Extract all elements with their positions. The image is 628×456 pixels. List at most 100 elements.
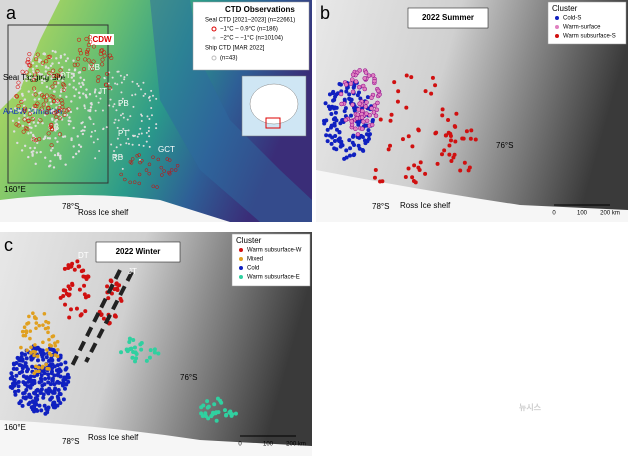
- observation-dot: [53, 405, 58, 410]
- observation-dot: [23, 98, 27, 101]
- observation-dot: [92, 122, 95, 125]
- observation-dot: [364, 132, 369, 137]
- observation-dot: [140, 132, 143, 135]
- observation-dot: [74, 88, 78, 91]
- observation-dot: [452, 152, 457, 157]
- observation-dot: [50, 109, 53, 113]
- observation-dot: [75, 259, 80, 264]
- observation-dot: [13, 389, 18, 394]
- observation-dot: [85, 51, 90, 56]
- observation-dot: [147, 96, 150, 99]
- observation-dot: [366, 128, 371, 133]
- observation-dot: [87, 35, 93, 40]
- observation-dot: [355, 132, 361, 137]
- observation-dot: [127, 129, 130, 132]
- observation-dot: [34, 326, 38, 331]
- observation-dot: [32, 150, 35, 153]
- observation-dot: [121, 97, 124, 100]
- observation-dot: [44, 66, 48, 69]
- observation-dot: [155, 185, 159, 189]
- observation-dot: [105, 284, 110, 289]
- observation-dot: [40, 364, 45, 369]
- observation-dot: [96, 78, 101, 83]
- observation-dot: [33, 57, 39, 62]
- observation-dot: [469, 128, 474, 133]
- observation-dot: [25, 70, 28, 74]
- panel-a: a CDW MB DT JT PB CB PT RB GCT Seal Tagg…: [0, 0, 312, 222]
- observation-dot: [25, 126, 30, 132]
- observation-dot: [59, 90, 63, 93]
- observation-dot: [107, 85, 112, 90]
- observation-dot: [334, 147, 339, 152]
- observation-dot: [52, 108, 55, 112]
- observation-dot: [58, 374, 63, 379]
- observation-dot: [61, 397, 66, 402]
- observation-dot: [460, 136, 465, 141]
- observation-dot: [21, 69, 25, 72]
- observation-dot: [440, 107, 445, 112]
- observation-dot: [114, 118, 117, 121]
- observation-dot: [11, 381, 16, 386]
- observation-dot: [55, 363, 60, 368]
- observation-dot: [100, 57, 105, 62]
- observation-dot: [24, 76, 27, 79]
- observation-dot: [128, 180, 132, 185]
- observation-dot: [53, 80, 58, 86]
- observation-dot: [206, 404, 211, 409]
- observation-dot: [79, 269, 84, 274]
- observation-dot: [29, 345, 33, 350]
- observation-dot: [147, 171, 151, 176]
- observation-dot: [46, 105, 51, 110]
- observation-dot: [70, 100, 73, 103]
- observation-dot: [64, 59, 68, 63]
- map-label: 76°S: [180, 373, 197, 382]
- observation-dot: [21, 374, 26, 379]
- legend-marker: [239, 275, 243, 279]
- observation-dot: [50, 117, 54, 120]
- observation-dot: [27, 63, 32, 68]
- map-label: 76°S: [496, 141, 513, 150]
- observation-dot: [45, 103, 48, 106]
- observation-dot: [63, 302, 68, 307]
- observation-dot: [68, 83, 71, 86]
- observation-dot: [99, 312, 104, 317]
- observation-dot: [44, 98, 49, 103]
- scale-label: 100: [263, 442, 274, 448]
- observation-dot: [111, 76, 114, 79]
- map-label: JT: [98, 87, 107, 96]
- observation-dot: [63, 360, 68, 365]
- observation-dot: [67, 315, 72, 320]
- observation-dot: [58, 400, 63, 405]
- observation-dot: [132, 345, 137, 350]
- observation-dot: [139, 347, 144, 352]
- observation-dot: [364, 111, 369, 116]
- observation-dot: [66, 375, 71, 380]
- observation-dot: [114, 82, 117, 85]
- observation-dot: [356, 107, 361, 112]
- map-label: DT: [78, 251, 89, 260]
- observation-dot: [22, 117, 27, 122]
- observation-dot: [145, 140, 148, 143]
- observation-dot: [31, 137, 36, 142]
- legend-title: Cluster: [552, 4, 578, 13]
- observation-dot: [76, 37, 82, 42]
- observation-dot: [28, 126, 32, 129]
- map-label: 78°S: [62, 437, 79, 446]
- observation-dot: [14, 94, 19, 99]
- observation-dot: [32, 374, 37, 379]
- observation-dot: [129, 161, 134, 165]
- observation-dot: [22, 108, 27, 113]
- observation-dot: [56, 81, 60, 85]
- observation-dot: [357, 120, 362, 125]
- observation-dot: [45, 85, 49, 89]
- map-label: CDW: [92, 35, 112, 44]
- observation-dot: [118, 296, 123, 301]
- observation-dot: [152, 347, 157, 352]
- observation-dot: [357, 90, 362, 95]
- observation-dot: [350, 72, 356, 77]
- observation-dot: [109, 98, 112, 101]
- observation-dot: [33, 146, 37, 150]
- observation-dot: [340, 118, 345, 123]
- observation-dot: [102, 50, 107, 55]
- observation-dot: [47, 66, 50, 70]
